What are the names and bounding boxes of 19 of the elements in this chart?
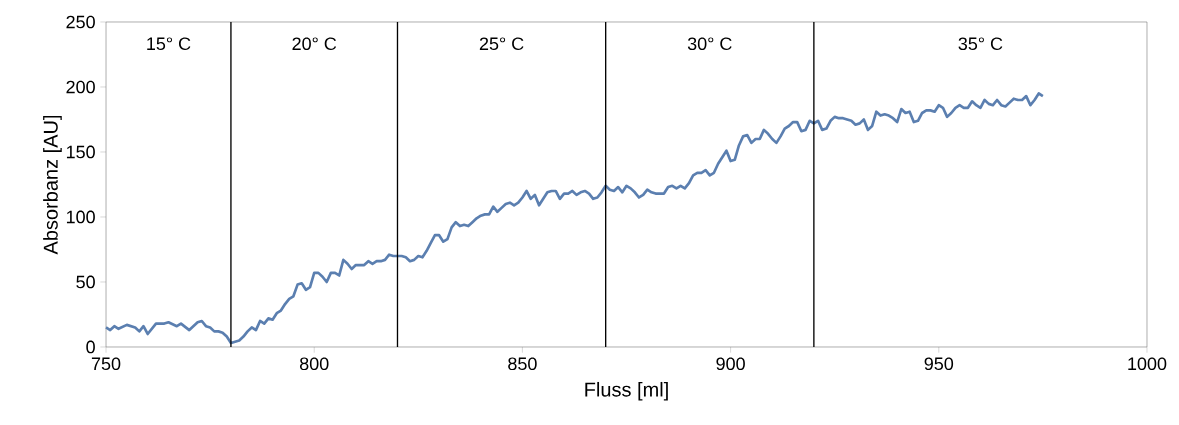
x-tick-label: 950: [924, 357, 954, 371]
x-tick-label: 900: [716, 357, 745, 371]
annotation: 20° C: [292, 37, 337, 51]
y-tick-label: 100: [66, 210, 95, 224]
y-tick-label: 150: [66, 145, 95, 159]
x-tick-label: 800: [299, 357, 329, 371]
y-axis-title: Absorbanz [AU]: [43, 115, 62, 255]
y-tick-label: 250: [66, 15, 95, 29]
y-tick-label: 0: [86, 340, 95, 354]
y-tick-label: 200: [66, 80, 95, 94]
x-axis-title: Fluss [ml]: [585, 381, 668, 401]
annotation: 30° C: [687, 37, 732, 51]
annotation: 15° C: [147, 37, 191, 51]
annotation: 25° C: [479, 37, 524, 51]
x-tick-label: 750: [91, 357, 121, 371]
annotation: 35° C: [958, 37, 1003, 51]
x-tick-label: 1000: [1128, 357, 1167, 371]
y-tick-label: 50: [76, 275, 95, 289]
x-tick-label: 850: [508, 357, 537, 371]
